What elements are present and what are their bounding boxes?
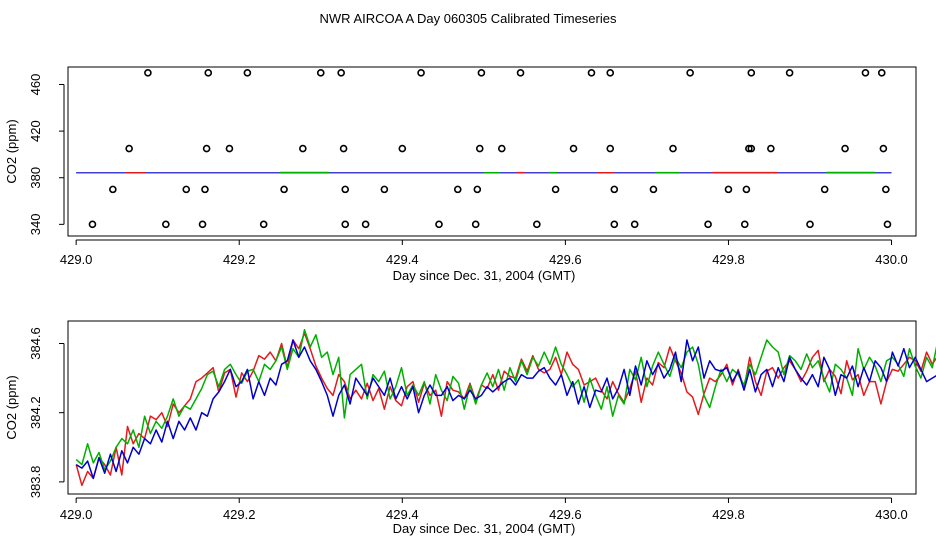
bottom-x-axis: 429.0 429.2 429.4 429.6 429.8 430.0 xyxy=(60,497,908,522)
top-x-tick-label: 429.0 xyxy=(60,252,93,267)
top-data-point xyxy=(882,185,890,194)
top-points xyxy=(88,69,892,229)
bottom-x-tick-label: 429.6 xyxy=(549,507,582,522)
bottom-y-tick-label: 384.6 xyxy=(28,327,43,360)
bottom-y-axis: 383.8 384.2 384.6 xyxy=(28,327,65,499)
bottom-series-lines xyxy=(75,328,936,487)
top-data-point xyxy=(630,220,639,229)
top-data-point xyxy=(841,144,849,153)
top-data-point xyxy=(785,69,794,77)
bottom-x-tick-label: 429.2 xyxy=(223,507,256,522)
top-data-point xyxy=(649,185,658,194)
bottom-plot-frame xyxy=(67,320,917,495)
top-data-point xyxy=(747,144,756,153)
top-x-tick-label: 430.0 xyxy=(875,252,908,267)
bottom-x-tick-label: 429.8 xyxy=(712,507,745,522)
top-data-point xyxy=(341,185,350,194)
top-data-point xyxy=(109,185,117,194)
top-data-point xyxy=(259,220,268,229)
top-x-tick-label: 429.2 xyxy=(223,252,256,267)
top-data-point xyxy=(861,69,870,77)
top-y-tick-label: 340 xyxy=(28,213,43,235)
top-y-axis-label: CO2 (ppm) xyxy=(4,119,19,183)
top-data-point xyxy=(475,144,484,153)
bottom-y-tick-label: 384.2 xyxy=(28,396,43,429)
top-data-point xyxy=(473,185,482,194)
top-data-point xyxy=(587,69,596,77)
top-data-point xyxy=(337,69,345,77)
top-data-point xyxy=(417,69,425,77)
top-data-point xyxy=(201,185,209,194)
top-data-point xyxy=(740,220,749,229)
top-data-point xyxy=(704,220,712,229)
top-x-tick-label: 429.4 xyxy=(386,252,419,267)
top-data-point xyxy=(610,220,619,229)
top-data-point xyxy=(225,144,234,153)
top-data-point xyxy=(477,69,486,77)
top-data-point xyxy=(820,185,829,194)
top-data-point xyxy=(435,220,443,229)
top-data-point xyxy=(162,220,170,229)
top-data-point xyxy=(339,144,348,153)
top-x-tick-label: 429.6 xyxy=(549,252,582,267)
top-data-point xyxy=(747,69,756,77)
top-data-point xyxy=(610,185,619,194)
top-data-point xyxy=(341,220,350,229)
top-data-point xyxy=(767,144,775,153)
top-y-tick-label: 380 xyxy=(28,167,43,189)
bottom-series-line-1 xyxy=(75,332,936,487)
top-y-tick-label: 420 xyxy=(28,120,43,142)
top-data-point xyxy=(88,220,97,229)
top-data-point xyxy=(144,69,152,77)
top-data-point xyxy=(453,185,462,194)
top-data-point xyxy=(533,220,541,229)
chart-title: NWR AIRCOA A Day 060305 Calibrated Times… xyxy=(320,11,617,26)
top-y-tick-label: 460 xyxy=(28,74,43,96)
top-data-point xyxy=(316,69,325,77)
bottom-x-tick-label: 429.4 xyxy=(386,507,419,522)
top-data-point xyxy=(724,185,733,194)
top-data-point xyxy=(806,220,814,229)
top-x-axis: 429.0 429.2 429.4 429.6 429.8 430.0 xyxy=(60,239,908,267)
top-data-point xyxy=(669,144,677,153)
bottom-series-line-3 xyxy=(75,339,936,480)
bottom-panel: 429.0 429.2 429.4 429.6 429.8 430.0 383.8 384.… xyxy=(4,320,936,536)
top-data-point xyxy=(471,220,480,229)
top-data-point xyxy=(606,69,615,77)
top-data-point xyxy=(299,144,307,153)
top-data-point xyxy=(745,144,753,153)
top-data-point xyxy=(198,220,207,229)
bottom-series-line-2 xyxy=(75,328,936,471)
top-data-point xyxy=(883,220,892,229)
top-x-axis-label: Day since Dec. 31, 2004 (GMT) xyxy=(393,268,576,283)
top-data-point xyxy=(125,144,133,153)
top-data-point xyxy=(361,220,370,229)
top-data-point xyxy=(202,144,211,153)
top-data-point xyxy=(243,69,252,77)
top-y-axis: 340 380 420 460 xyxy=(28,74,65,235)
top-x-tick-label: 429.8 xyxy=(712,252,745,267)
top-data-point xyxy=(879,144,888,153)
top-data-point xyxy=(742,185,751,194)
top-data-point xyxy=(497,144,506,153)
top-data-point xyxy=(280,185,288,194)
top-data-point xyxy=(686,69,694,77)
top-data-point xyxy=(877,69,886,77)
bottom-y-axis-label: CO2 (ppm) xyxy=(4,375,19,439)
top-data-point xyxy=(516,69,525,77)
bottom-x-axis-label: Day since Dec. 31, 2004 (GMT) xyxy=(393,521,576,536)
top-data-point xyxy=(182,185,191,194)
top-data-point xyxy=(551,185,560,194)
bottom-x-tick-label: 429.0 xyxy=(60,507,93,522)
bottom-x-tick-label: 430.0 xyxy=(875,507,908,522)
top-panel: 429.0 429.2 429.4 429.6 429.8 430.0 340 380 420… xyxy=(4,66,917,283)
top-data-point xyxy=(204,69,213,77)
bottom-y-tick-label: 383.8 xyxy=(28,466,43,499)
top-data-point xyxy=(569,144,578,153)
top-data-point xyxy=(380,185,389,194)
top-data-point xyxy=(398,144,407,153)
top-data-point xyxy=(606,144,615,153)
top-plot-frame xyxy=(67,66,917,237)
